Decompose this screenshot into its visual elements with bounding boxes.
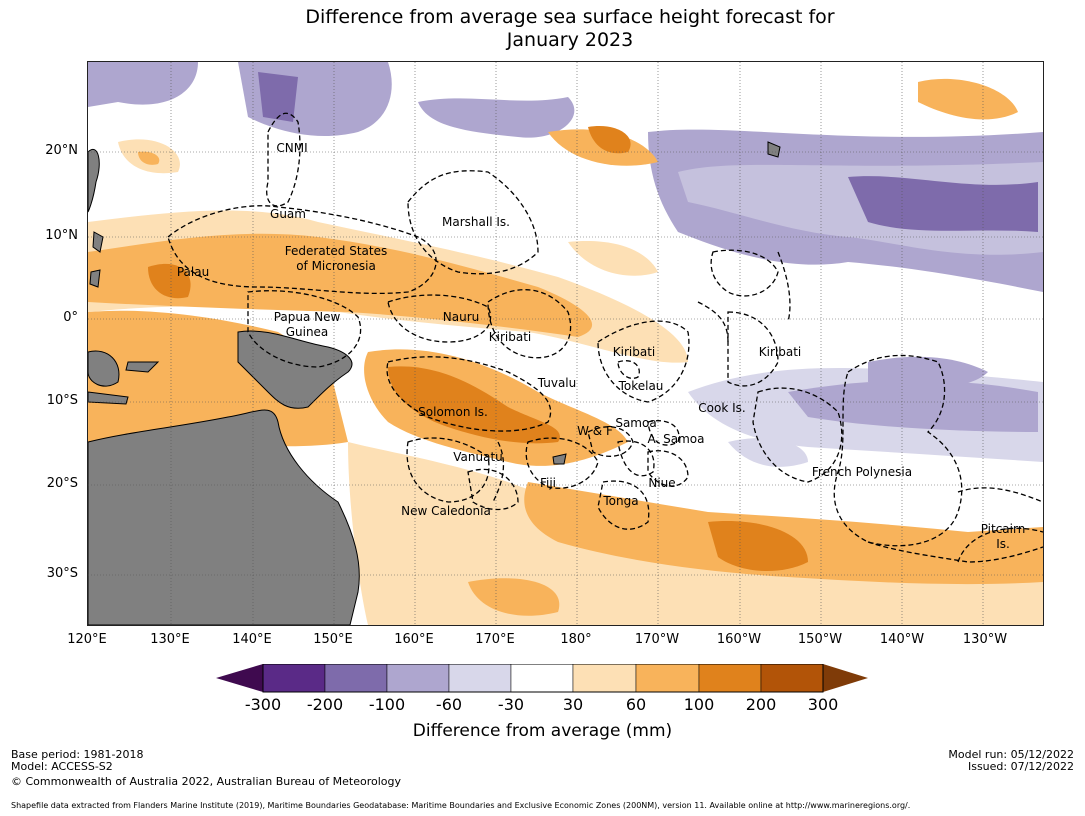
region-label-french-polynesia: French Polynesia [811,465,913,479]
region-label-kiribati-west: Kiribati [488,330,532,344]
new-guinea-landmass [237,330,353,409]
region-label-palau: Palau [176,265,210,279]
region-label-solomon: Solomon Is. [418,405,488,419]
region-label-fiji: Fiji [539,476,557,490]
colorbar-tick-7: 100 [683,695,715,714]
philippines-landmass [88,149,100,213]
lon-label-170e: 170°E [475,632,515,647]
lon-label-140w: 140°W [879,632,925,647]
colorbar-seg-2 [324,664,388,693]
colorbar-tick-2: -100 [368,695,406,714]
region-label-kiribati-central: Kiribati [612,345,656,359]
lon-label-150e: 150°E [313,632,353,647]
lon-label-180: 180° [560,632,592,647]
colorbar-extend-high [823,664,868,692]
region-label-pitcairn-line1: Pitcairn [980,522,1026,536]
map-canvas [88,62,1043,625]
colorbar-extend-low [216,664,263,692]
colorbar-tick-9: 300 [807,695,839,714]
region-label-american-samoa: A. Samoa [647,432,705,446]
colorbar-seg-3 [386,664,450,693]
colorbar-seg-6 [572,664,637,693]
region-label-png-line1: Papua New [273,310,341,324]
region-label-pitcairn-line2: Is. [996,537,1010,551]
region-label-vanuatu: Vanuatu [453,450,503,464]
colorbar-seg-5 [510,664,574,693]
colorbar-seg-9 [760,664,824,693]
base-period: Base period: 1981-2018 [11,748,144,761]
lat-label-0: 0° [63,310,78,325]
colorbar-seg-8 [698,664,762,693]
region-label-kiribati-east: Kiribati [758,345,802,359]
region-label-new-caledonia: New Caledonia [401,504,491,518]
region-label-niue: Niue [648,476,676,490]
footer-left: Base period: 1981-2018 Model: ACCESS-S2 … [11,749,401,788]
model-name: Model: ACCESS-S2 [11,760,113,773]
region-label-marshall: Marshall Is. [442,215,510,229]
lat-label-20n: 20°N [45,143,78,158]
title-line-2: January 2023 [506,29,634,51]
colorbar-title: Difference from average (mm) [412,721,673,741]
lat-label-10n: 10°N [45,228,78,243]
colorbar-seg-4 [448,664,512,693]
model-run: Model run: 05/12/2022 [948,748,1074,761]
eez-boundaries [167,112,1043,563]
lon-label-140e: 140°E [232,632,272,647]
colorbar-tick-5: 30 [562,695,584,714]
region-label-tuvalu: Tuvalu [537,376,577,390]
colorbar-seg-7 [635,664,700,693]
colorbar-tick-3: -60 [435,695,463,714]
australia-landmass [88,409,360,625]
borneo-landmass [88,350,120,387]
lon-label-170w: 170°W [634,632,680,647]
region-label-cook: Cook Is. [698,401,746,415]
region-label-png-line2: Guinea [285,325,329,339]
region-label-fsm-line2: of Micronesia [296,259,376,273]
region-label-png: Papua New Guinea [274,310,341,340]
colorbar-tick-0: -300 [244,695,282,714]
lon-label-160e: 160°E [394,632,434,647]
region-label-cnmi: CNMI [276,141,308,155]
region-label-tonga: Tonga [603,494,639,508]
graticule [88,62,1043,625]
region-label-guam: Guam [270,207,306,221]
lon-label-130e: 130°E [150,632,190,647]
region-label-samoa: Samoa [615,416,657,430]
lat-label-10s: 10°S [46,393,78,408]
land-masses [88,141,781,625]
title-line-1: Difference from average sea surface heig… [305,6,835,28]
footer-right: Model run: 05/12/2022 Issued: 07/12/2022 [948,749,1074,773]
map-panel[interactable] [87,61,1044,626]
colorbar-tick-4: -30 [497,695,525,714]
issued-date: Issued: 07/12/2022 [967,760,1074,773]
copyright: © Commonwealth of Australia 2022, Austra… [11,775,401,788]
colorbar-tick-8: 200 [745,695,777,714]
colorbar-tick-1: -200 [306,695,344,714]
region-label-pitcairn: Pitcairn Is. [981,522,1026,552]
lat-label-30s: 30°S [46,566,78,581]
colorbar-tick-6: 60 [625,695,647,714]
shapefile-credit: Shapefile data extracted from Flanders M… [11,801,911,810]
region-label-fsm: Federated States of Micronesia [285,244,387,274]
lon-label-120e: 120°E [67,632,107,647]
colorbar [216,664,868,693]
lat-label-20s: 20°S [46,476,78,491]
region-label-nauru: Nauru [442,310,480,324]
colorbar-seg-1 [262,664,326,693]
region-label-wallis-futuna: W & F [577,424,613,438]
chart-title: Difference from average sea surface heig… [0,6,1085,52]
lon-label-150w: 150°W [797,632,843,647]
lon-label-130w: 130°W [962,632,1008,647]
region-label-fsm-line1: Federated States [284,244,388,258]
lon-label-160w: 160°W [716,632,762,647]
region-label-tokelau: Tokelau [618,379,664,393]
